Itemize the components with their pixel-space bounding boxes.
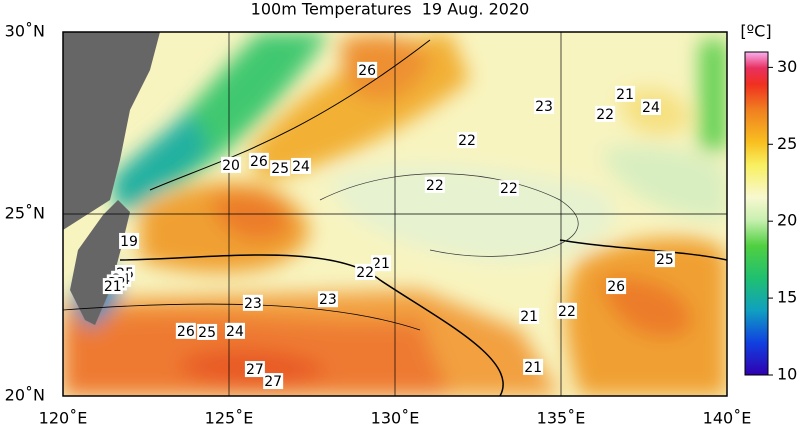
contour-label: 22 — [500, 181, 518, 197]
contour-label: 21 — [616, 87, 634, 103]
colorbar — [744, 51, 769, 376]
colorbar-tick-label: 15 — [777, 288, 797, 307]
contour-label-box — [244, 361, 265, 378]
contour-label-box — [102, 278, 123, 295]
contour-label: 25 — [198, 325, 216, 341]
lat-tick-label: 30˚N — [5, 22, 45, 41]
contour-label-box — [317, 291, 338, 308]
colorbar-tick-label: 25 — [777, 134, 797, 153]
contour-label: 22 — [558, 304, 576, 320]
contour-label: 27 — [264, 374, 282, 390]
contour-label-box — [357, 61, 378, 78]
contour-label: 21 — [372, 256, 390, 272]
contour-label-box — [248, 152, 269, 169]
lat-tick-label: 20˚N — [5, 386, 45, 405]
contour-label: 23 — [319, 292, 337, 308]
lon-tick-label: 130˚E — [371, 409, 420, 428]
contour-label-box — [291, 157, 312, 174]
contour-label-box — [119, 232, 140, 249]
lon-tick-label: 125˚E — [205, 409, 254, 428]
contour-label-box — [640, 98, 661, 115]
contour-label: 24 — [292, 159, 310, 175]
contour-label: 25 — [271, 161, 289, 177]
contour-label: 24 — [642, 100, 660, 116]
contour-label-box — [424, 176, 445, 193]
contour-label: 21 — [520, 309, 538, 325]
contour-label: 26 — [607, 279, 625, 295]
contour-label: 24 — [226, 324, 244, 340]
contour-label: 22 — [426, 178, 444, 194]
contour-label-box — [355, 263, 376, 280]
contour-label: 22 — [356, 265, 374, 281]
contour-label: 21 — [524, 360, 542, 376]
contour-label: 26 — [358, 63, 376, 79]
colorbar-tick-label: 20 — [777, 211, 797, 230]
colorbar-title: [ºC] — [740, 22, 771, 41]
contour-label-box — [197, 323, 218, 340]
contour-label-box — [371, 255, 392, 272]
contour-label-box — [606, 278, 627, 295]
contour-label-box — [224, 322, 245, 339]
colorbar-tick-label: 10 — [777, 365, 797, 384]
contour-label: 19 — [120, 234, 138, 250]
lat-tick-label: 25˚N — [5, 204, 45, 223]
contour-label-box — [534, 97, 555, 114]
colorbar-tick-label: 30 — [777, 57, 797, 76]
contour-label: 22 — [596, 107, 614, 123]
contour-label-box — [654, 251, 675, 268]
contour-label-box — [523, 358, 544, 375]
contour-label-box — [263, 373, 284, 390]
contour-label: 26 — [250, 154, 268, 170]
contour-label-box — [242, 294, 263, 311]
contour-label-box — [220, 156, 241, 173]
lon-tick-label: 120˚E — [39, 409, 88, 428]
contour-label: 22 — [458, 133, 476, 149]
contour-label: 23 — [244, 296, 262, 312]
contour-label-box — [498, 180, 519, 197]
contour-label-box — [270, 160, 291, 177]
contour-label-box — [519, 307, 540, 324]
contour-label: 21 — [104, 279, 122, 295]
contour-label-box — [595, 105, 616, 122]
contour-label: 26 — [177, 324, 195, 340]
contour-label-box — [615, 85, 636, 102]
contour-label-box — [457, 132, 478, 149]
contour-label-box — [556, 302, 577, 319]
contour-label: 27 — [246, 362, 264, 378]
lon-tick-label: 140˚E — [703, 409, 752, 428]
contour-label-box — [175, 322, 196, 339]
lon-tick-label: 135˚E — [537, 409, 586, 428]
map-frame — [62, 31, 728, 397]
title: 100m Temperatures 19 Aug. 2020 — [251, 0, 530, 19]
contour-label: 25 — [656, 252, 674, 268]
contour-label: 20 — [222, 158, 240, 174]
contour-label: 23 — [535, 99, 553, 115]
